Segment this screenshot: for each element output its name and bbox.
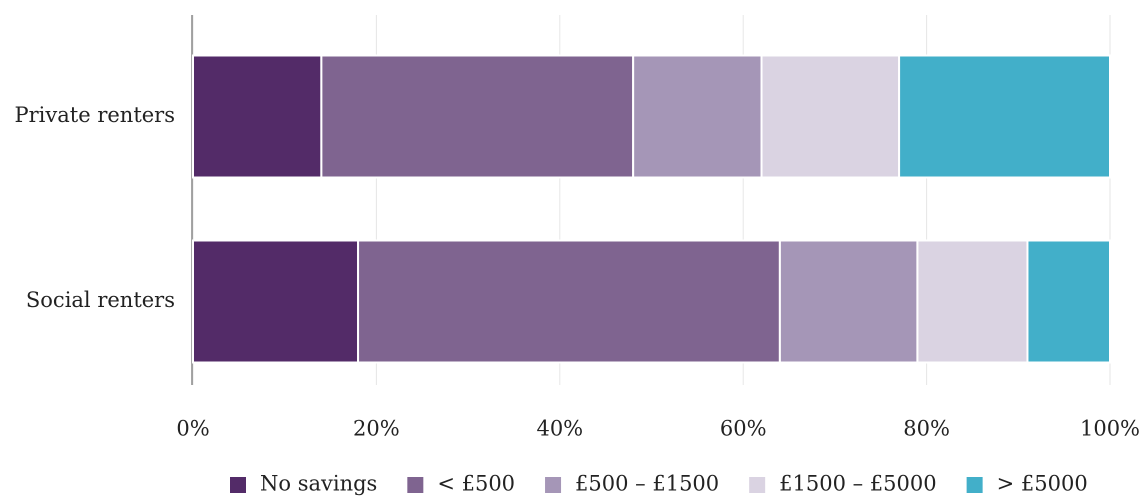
legend-swatch: [749, 477, 766, 493]
x-tick-label: 40%: [536, 417, 583, 441]
bar-segment: [320, 54, 635, 179]
legend-label: £500 – £1500: [575, 472, 719, 496]
legend-label: < £500: [437, 472, 515, 496]
legend-swatch: [407, 477, 424, 493]
bar-segment: [1026, 239, 1111, 364]
x-tick-label: 20%: [353, 417, 400, 441]
bar-segment: [192, 54, 323, 179]
legend-swatch: [545, 477, 562, 493]
y-tick-label: Social renters: [26, 288, 175, 312]
y-tick-label: Private renters: [15, 103, 175, 127]
legend-label: No savings: [260, 472, 377, 496]
bar-segment: [898, 54, 1112, 179]
bar-segment: [778, 239, 919, 364]
legend-swatch: [230, 477, 246, 493]
x-tick-label: 100%: [1080, 417, 1140, 441]
legend-swatch: [966, 477, 983, 493]
x-tick-label: 60%: [720, 417, 767, 441]
bar-segment: [632, 54, 763, 179]
x-tick-label: 0%: [176, 417, 209, 441]
bar-segment: [760, 54, 901, 179]
legend-label: £1500 – £5000: [779, 472, 936, 496]
legend-label: > £5000: [997, 472, 1088, 496]
bar-segment: [192, 239, 360, 364]
bar-segment: [357, 239, 781, 364]
x-tick-label: 80%: [903, 417, 950, 441]
bar-segment: [916, 239, 1029, 364]
